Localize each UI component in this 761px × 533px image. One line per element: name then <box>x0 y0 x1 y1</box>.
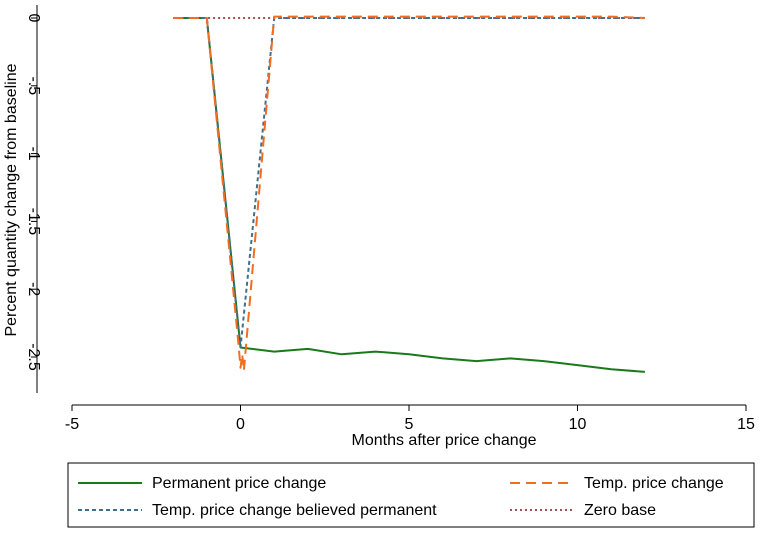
y-tick-label: -1 <box>25 146 42 160</box>
x-tick-label: 5 <box>405 416 414 433</box>
legend-label: Temp. price change <box>584 475 724 492</box>
y-tick-label: -1.5 <box>25 208 42 236</box>
legend-label: Zero base <box>584 502 656 519</box>
x-tick-label: -5 <box>65 416 79 433</box>
x-tick-label: 0 <box>236 416 245 433</box>
y-tick-label: 0 <box>25 14 42 23</box>
legend-label: Permanent price change <box>152 475 326 492</box>
legend: Permanent price change Temp. price change… <box>67 462 755 528</box>
axes: -5 0 5 10 15 0 -.5 -1 -1.5 -2 -2.5 Months after pri… <box>3 5 755 449</box>
series-line-2 <box>173 17 645 349</box>
series-line-0 <box>173 17 645 373</box>
y-axis-title: Percent quantity change from baseline <box>3 63 20 336</box>
legend-box <box>67 462 755 528</box>
y-tick-label: -.5 <box>25 76 42 95</box>
y-tick-label: -2.5 <box>25 343 42 371</box>
legend-label: Temp. price change believed permanent <box>152 502 437 519</box>
x-tick-label: 15 <box>737 416 755 433</box>
series-line-1 <box>173 15 645 372</box>
x-tick-label: 10 <box>569 416 587 433</box>
x-axis-title: Months after price change <box>352 432 537 449</box>
plot-area <box>173 15 645 373</box>
y-tick-label: -2 <box>25 282 42 296</box>
